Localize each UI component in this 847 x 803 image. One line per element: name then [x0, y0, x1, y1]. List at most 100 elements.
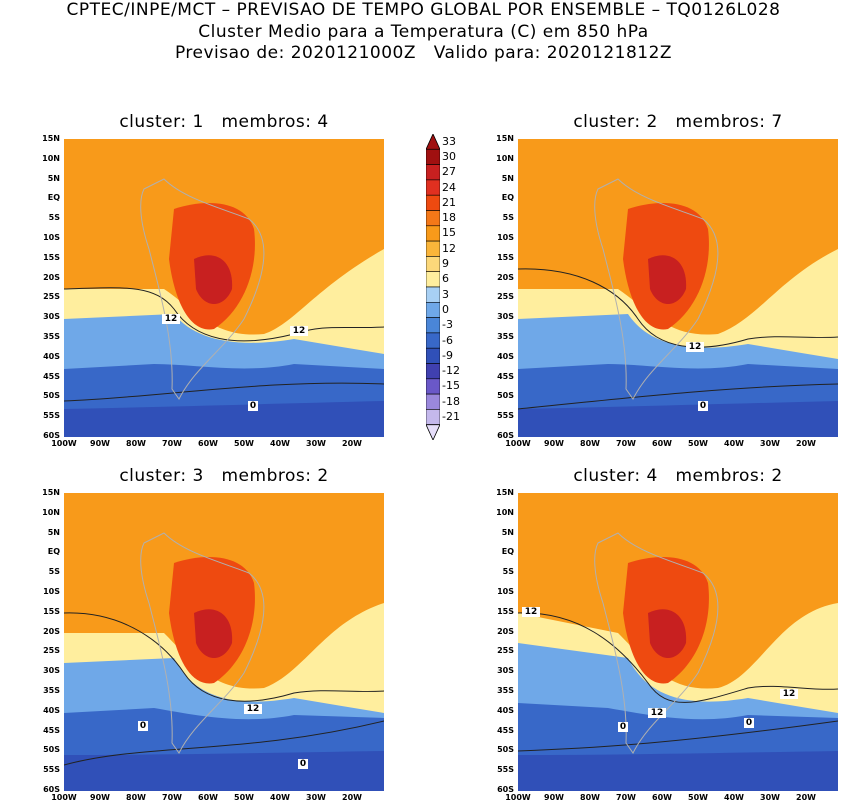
lon-tick-label: 70W [616, 793, 636, 802]
colorbar-swatch [425, 393, 441, 410]
lat-tick-label: 45S [497, 371, 514, 381]
lat-tick-label: 30S [43, 312, 60, 322]
panel2-contour-label-2: 0 [698, 401, 708, 411]
lon-tick-label: 70W [162, 793, 182, 802]
panel3-contour-label-1: 12 [244, 704, 262, 714]
colorbar-label: 21 [442, 195, 456, 209]
lon-tick-label: 50W [688, 439, 708, 448]
lon-tick-label: 80W [126, 793, 146, 802]
lat-tick-label: 60S [497, 785, 514, 794]
lat-tick-label: EQ [47, 547, 60, 557]
lon-tick-label: 100W [51, 439, 77, 448]
lat-tick-label: 15N [496, 488, 514, 497]
lat-tick-label: 5S [502, 213, 514, 223]
lon-tick-label: 90W [90, 793, 110, 802]
lat-tick-label: 45S [497, 725, 514, 735]
lat-tick-label: 40S [497, 705, 514, 715]
lon-tick-label: 20W [342, 439, 362, 448]
lat-tick-label: 35S [497, 332, 514, 341]
colorbar-swatch [425, 194, 441, 211]
lat-tick-label: EQ [501, 193, 514, 203]
lat-tick-label: 5N [501, 173, 514, 183]
map-panel-4: 12 12 12 0 0 [518, 493, 838, 791]
colorbar-swatch [425, 347, 441, 364]
lon-tick-label: 50W [234, 793, 254, 802]
lon-tick-label: 80W [580, 793, 600, 802]
lon-tick-label: 30W [760, 439, 780, 448]
lat-tick-label: 20S [497, 626, 514, 636]
lat-tick-label: 10N [42, 507, 60, 517]
panel4-contour-label-3: 12 [780, 689, 798, 699]
lat-tick-label: 55S [43, 411, 60, 421]
panel2-title: cluster: 2 membros: 7 [573, 112, 783, 132]
lon-tick-label: 60W [652, 439, 672, 448]
colorbar [425, 133, 441, 441]
lat-tick-label: 50S [43, 391, 60, 401]
lat-tick-label: 60S [43, 785, 60, 794]
map-panel-1-svg [64, 139, 384, 437]
panel4-contour-label-4: 0 [618, 722, 628, 732]
panel2-contour-label-1: 12 [686, 342, 704, 352]
colorbar-label: 6 [442, 272, 449, 286]
figure-title-line2: Cluster Medio para a Temperatura (C) em … [198, 22, 649, 42]
lon-tick-label: 100W [505, 439, 531, 448]
lat-tick-label: 5S [48, 213, 60, 223]
panel1-contour-label-1: 12 [162, 314, 180, 324]
lat-tick-label: 50S [497, 745, 514, 755]
lon-tick-label: 80W [580, 439, 600, 448]
colorbar-label: 33 [442, 134, 456, 148]
colorbar-label: -18 [442, 394, 460, 408]
figure-title-line1: CPTEC/INPE/MCT – PREVISAO DE TEMPO GLOBA… [66, 0, 781, 20]
map-panel-2-svg [518, 139, 838, 437]
lon-tick-label: 40W [724, 439, 744, 448]
lat-tick-label: 50S [497, 391, 514, 401]
colorbar-label: 0 [442, 302, 449, 316]
map-panel-3: 12 0 0 [64, 493, 384, 791]
lat-tick-label: 20S [497, 272, 514, 282]
lat-tick-label: 55S [497, 411, 514, 421]
lat-tick-label: 55S [43, 765, 60, 775]
colorbar-top-arrow [425, 133, 441, 150]
colorbar-label: 3 [442, 287, 449, 301]
colorbar-swatch [425, 179, 441, 196]
lat-tick-label: 25S [43, 646, 60, 656]
lat-tick-label: 15S [43, 606, 60, 616]
lat-tick-label: 25S [497, 292, 514, 302]
lat-tick-label: 20S [43, 626, 60, 636]
lat-tick-label: 30S [43, 666, 60, 676]
lat-tick-label: 5S [502, 567, 514, 577]
colorbar-swatch [425, 240, 441, 257]
lat-tick-label: 10S [497, 587, 514, 596]
lon-tick-label: 60W [198, 793, 218, 802]
lat-tick-label: 40S [497, 351, 514, 361]
lat-tick-label: 5S [48, 567, 60, 577]
lon-tick-label: 90W [544, 439, 564, 448]
lat-tick-label: 15N [42, 488, 60, 497]
colorbar-swatch [425, 378, 441, 395]
colorbar-label: -3 [442, 318, 453, 332]
colorbar-label: 30 [442, 149, 456, 163]
lat-tick-label: 15S [43, 252, 60, 262]
lon-tick-label: 90W [90, 439, 110, 448]
panel4-contour-label-1: 12 [522, 607, 540, 617]
colorbar-label: -15 [442, 379, 460, 393]
map-panel-4-svg [518, 493, 838, 791]
lat-tick-label: 45S [43, 725, 60, 735]
lat-tick-label: 10N [42, 153, 60, 163]
lon-tick-label: 20W [796, 793, 816, 802]
lat-tick-label: 15N [496, 134, 514, 143]
colorbar-swatch [425, 271, 441, 288]
lat-tick-label: 15N [42, 134, 60, 143]
colorbar-svg [425, 133, 441, 441]
colorbar-swatch [425, 149, 441, 165]
lon-tick-label: 80W [126, 439, 146, 448]
lon-tick-label: 100W [505, 793, 531, 802]
colorbar-label: 12 [442, 241, 456, 255]
lon-tick-label: 70W [616, 439, 636, 448]
colorbar-swatch [425, 256, 441, 273]
lon-tick-label: 30W [306, 439, 326, 448]
colorbar-swatch [425, 332, 441, 349]
lon-tick-label: 60W [652, 793, 672, 802]
lon-tick-label: 70W [162, 439, 182, 448]
map-panel-2: 12 0 [518, 139, 838, 437]
